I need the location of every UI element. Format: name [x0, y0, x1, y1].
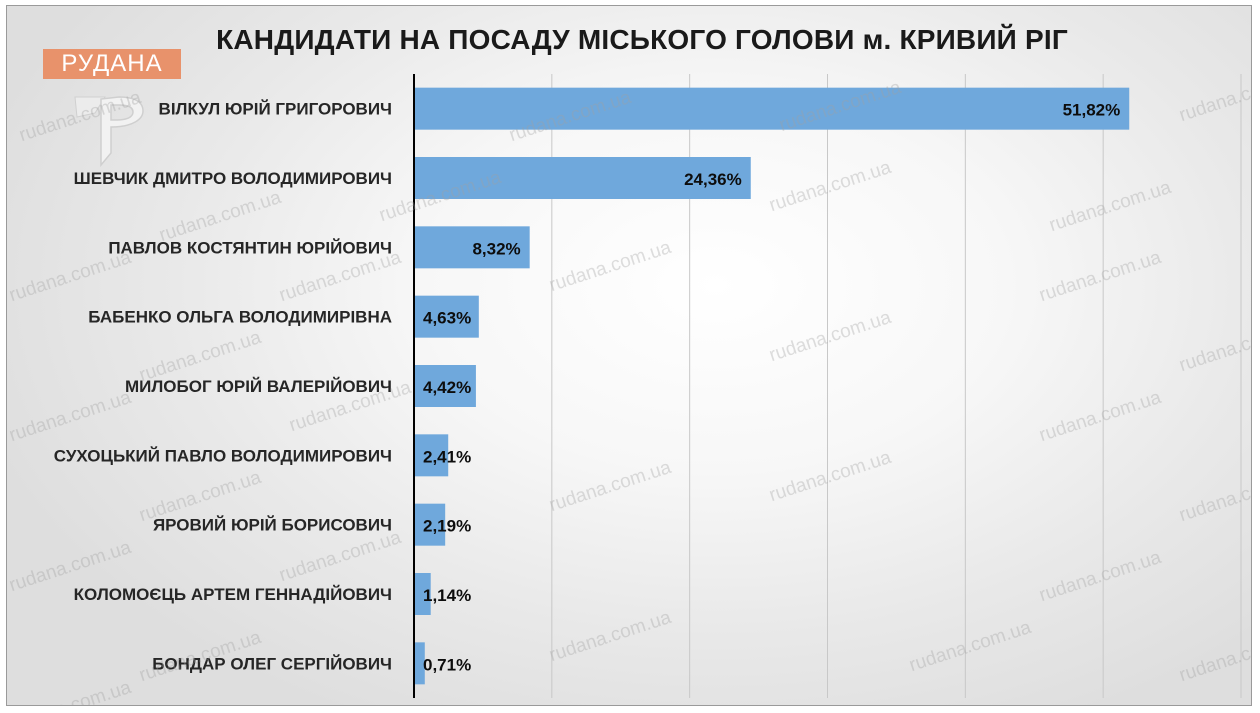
bar-2	[415, 226, 530, 269]
bar-6	[415, 503, 446, 546]
bars	[415, 87, 1130, 685]
bar-5	[415, 434, 449, 477]
data-label-7: 1,14%	[423, 586, 471, 605]
bar-3	[415, 295, 479, 338]
data-labels: 51,82% 24,36% 8,32% 4,63% 4,42% 2,41% 2,19% 1,1…	[423, 101, 1120, 675]
data-label-1: 24,36%	[684, 170, 742, 189]
category-label-1: ШЕВЧИК ДМИТРО ВОЛОДИМИРОВИЧ	[74, 169, 392, 188]
chart-frame: ВІЛКУЛ ЮРІЙ ГРИГОРОВИЧ ШЕВЧИК ДМИТРО ВОЛО…	[6, 5, 1252, 706]
category-label-7: КОЛОМОЄЦЬ АРТЕМ ГЕННАДІЙОВИЧ	[74, 585, 392, 604]
bar-4	[415, 365, 476, 407]
data-label-5: 2,41%	[423, 447, 471, 466]
bar-chart: ВІЛКУЛ ЮРІЙ ГРИГОРОВИЧ ШЕВЧИК ДМИТРО ВОЛО…	[54, 74, 1242, 698]
category-label-3: БАБЕНКО ОЛЬГА ВОЛОДИМИРІВНА	[88, 308, 392, 327]
bar-0	[415, 87, 1130, 130]
data-label-8: 0,71%	[423, 655, 471, 674]
category-label-5: СУХОЦЬКИЙ ПАВЛО ВОЛОДИМИРОВИЧ	[54, 446, 392, 465]
bar-8	[415, 642, 425, 685]
data-label-6: 2,19%	[423, 517, 471, 536]
chart-title: КАНДИДАТИ НА ПОСАДУ МІСЬКОГО ГОЛОВИ м. К…	[216, 24, 1068, 55]
bar-7	[415, 573, 431, 615]
data-label-0: 51,82%	[1063, 101, 1121, 120]
category-label-4: МИЛОБОГ ЮРІЙ ВАЛЕРІЙОВИЧ	[125, 377, 392, 396]
bar-1	[415, 157, 751, 199]
brand-logo-badge: РУДАНА	[43, 49, 181, 79]
category-label-2: ПАВЛОВ КОСТЯНТИН ЮРІЙОВИЧ	[108, 238, 392, 257]
data-label-4: 4,42%	[423, 378, 471, 397]
category-labels: ВІЛКУЛ ЮРІЙ ГРИГОРОВИЧ ШЕВЧИК ДМИТРО ВОЛО…	[54, 100, 392, 674]
brand-logo-icon	[74, 96, 144, 168]
category-label-6: ЯРОВИЙ ЮРІЙ БОРИСОВИЧ	[153, 516, 392, 535]
category-label-0: ВІЛКУЛ ЮРІЙ ГРИГОРОВИЧ	[159, 100, 392, 119]
data-label-2: 8,32%	[472, 239, 520, 258]
category-label-8: БОНДАР ОЛЕГ СЕРГІЙОВИЧ	[152, 654, 392, 673]
data-label-3: 4,63%	[423, 309, 471, 328]
